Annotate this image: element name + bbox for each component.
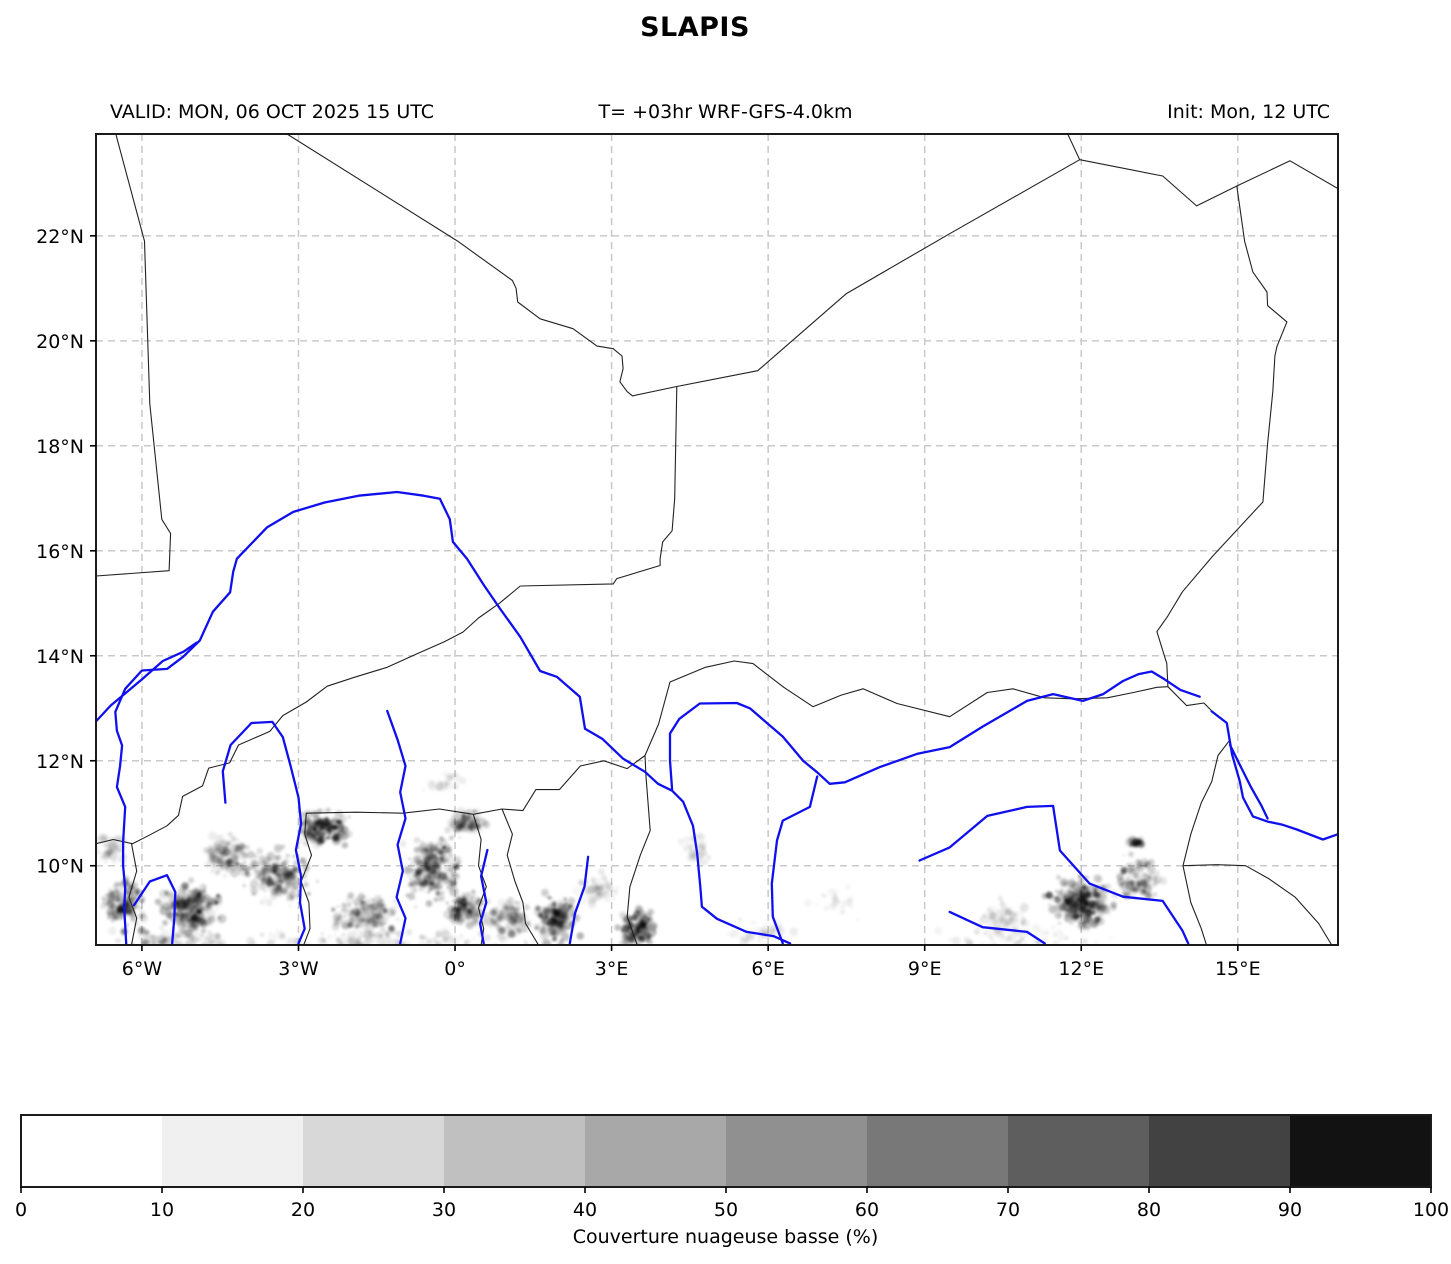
colorbar-segment xyxy=(444,1115,586,1187)
grid-lines xyxy=(96,134,1338,945)
init-time-label: Init: Mon, 12 UTC xyxy=(1167,101,1330,123)
river-line xyxy=(770,775,819,945)
border-line xyxy=(472,814,487,945)
colorbar-tick-label: 60 xyxy=(855,1199,879,1221)
y-tick-label: 22°N xyxy=(36,226,84,248)
river-line xyxy=(114,490,792,945)
colorbar: 0 10 20 30 40 50 60 70 80 90 100 xyxy=(15,1114,1449,1221)
colorbar-tick-label: 40 xyxy=(573,1199,597,1221)
colorbar-tick-label: 20 xyxy=(291,1199,315,1221)
river-line xyxy=(132,874,177,945)
x-tick-label: 3°E xyxy=(595,958,629,980)
river-line xyxy=(668,670,1201,791)
colorbar-segment xyxy=(303,1115,445,1187)
river-line xyxy=(478,848,489,945)
border-line xyxy=(96,585,521,845)
border-line xyxy=(1067,134,1081,160)
border-line xyxy=(1182,865,1208,945)
river-line xyxy=(96,641,198,723)
colorbar-tick-label: 90 xyxy=(1278,1199,1302,1221)
border-line xyxy=(286,134,1080,397)
x-tick-label: 15°E xyxy=(1215,958,1261,980)
axis-ticks xyxy=(90,235,1239,951)
border-line xyxy=(128,843,138,945)
x-tick-label: 3°W xyxy=(278,958,319,980)
river-line xyxy=(918,804,1190,945)
river-line xyxy=(386,709,407,945)
y-tick-label: 16°N xyxy=(36,541,84,563)
border-line xyxy=(1182,864,1333,945)
colorbar-segment xyxy=(726,1115,868,1187)
colorbar-segment xyxy=(585,1115,727,1187)
y-tick-label: 14°N xyxy=(36,646,84,668)
river-line xyxy=(1210,710,1338,841)
colorbar-segment xyxy=(1149,1115,1291,1187)
page-title: SLAPIS xyxy=(640,12,750,43)
colorbar-tick-label: 70 xyxy=(996,1199,1020,1221)
colorbar-tick-label: 80 xyxy=(1137,1199,1161,1221)
axis-tick-labels: 6°W 3°W 0° 3°E 6°E 9°E 12°E 15°E 22°N 20°N 18°N 16°… xyxy=(36,226,1261,980)
border-line xyxy=(300,834,313,945)
colorbar-tick-label: 0 xyxy=(15,1199,27,1221)
map-frame xyxy=(95,133,1339,946)
x-tick-label: 6°W xyxy=(122,958,163,980)
colorbar-tick-label: 50 xyxy=(714,1199,738,1221)
y-tick-label: 18°N xyxy=(36,436,84,458)
border-line xyxy=(1079,159,1338,207)
border-line xyxy=(1156,185,1288,866)
colorbar-segment xyxy=(867,1115,1009,1187)
colorbar-segment xyxy=(162,1115,304,1187)
rivers xyxy=(96,490,1338,945)
colorbar-tick-label: 10 xyxy=(150,1199,174,1221)
colorbar-segment xyxy=(21,1115,163,1187)
x-tick-label: 12°E xyxy=(1058,958,1104,980)
border-line xyxy=(96,134,172,577)
border-line xyxy=(626,755,651,945)
x-tick-label: 6°E xyxy=(751,958,785,980)
colorbar-segment xyxy=(1290,1115,1432,1187)
cloud-cover-layer xyxy=(96,772,1168,945)
border-line xyxy=(501,808,539,945)
colorbar-segment xyxy=(1008,1115,1150,1187)
y-tick-label: 12°N xyxy=(36,751,84,773)
river-line xyxy=(948,910,1046,945)
river-line xyxy=(568,855,590,945)
model-forecast-label: T= +03hr WRF-GFS-4.0km xyxy=(598,101,853,123)
y-tick-label: 10°N xyxy=(36,856,84,878)
colorbar-axis-label: Couverture nuageuse basse (%) xyxy=(572,1226,879,1248)
river-line xyxy=(221,720,306,945)
colorbar-tick-label: 100 xyxy=(1413,1199,1449,1221)
border-line xyxy=(304,755,646,835)
border-line xyxy=(644,660,1168,756)
border-line xyxy=(520,386,678,587)
x-tick-label: 0° xyxy=(444,958,466,980)
country-borders xyxy=(96,134,1338,945)
colorbar-tick-label: 30 xyxy=(432,1199,456,1221)
x-tick-label: 9°E xyxy=(908,958,942,980)
valid-time-label: VALID: MON, 06 OCT 2025 15 UTC xyxy=(110,101,435,123)
river-line xyxy=(1228,743,1269,820)
y-tick-label: 20°N xyxy=(36,331,84,353)
